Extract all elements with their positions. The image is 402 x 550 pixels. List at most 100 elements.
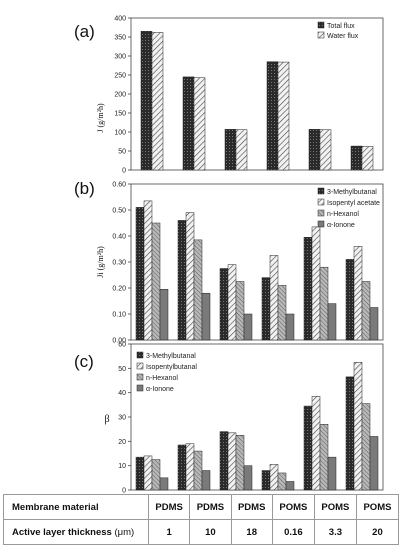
legend-label: Isopentylbutanal: [146, 364, 197, 371]
bar: [345, 259, 355, 341]
bar: [182, 76, 195, 171]
bar: [319, 266, 329, 341]
legend-swatch: [317, 187, 325, 195]
legend-swatch: [136, 373, 144, 381]
legend-label: 3-Methylbutanal: [327, 189, 377, 196]
bar: [177, 220, 187, 341]
ylabel-a: J (g/m²h): [96, 103, 105, 133]
table-row-material: Membrane material PDMS PDMS PDMS POMS PO…: [3, 494, 400, 520]
panel-label-c: (c): [74, 352, 94, 371]
y-tick-label: 250: [114, 73, 126, 80]
legend-swatch: [136, 362, 144, 370]
bar: [269, 464, 279, 491]
y-tick-label: 400: [114, 16, 126, 23]
chart-panel-b: 0.00 0.10 0.20 0.30 0.40 0.50 0.60 3-Methylbuta…: [112, 182, 384, 345]
legend-label: n-Hexanol: [146, 375, 178, 382]
bar: [266, 61, 279, 171]
bar: [193, 239, 203, 341]
bar: [235, 281, 245, 341]
legend-swatch: [317, 209, 325, 217]
thickness-cell: 20: [355, 519, 400, 545]
bar: [308, 129, 321, 171]
bar: [311, 226, 321, 341]
y-tick-label: 350: [114, 35, 126, 42]
y-tick-label: 60: [118, 342, 126, 349]
y-tick-label: 0.40: [112, 234, 126, 241]
legend-swatch: [136, 384, 144, 392]
bar: [277, 61, 290, 171]
bar: [201, 470, 211, 491]
y-tick-label: 40: [118, 390, 126, 397]
material-cell: POMS: [313, 494, 357, 520]
bar: [177, 444, 187, 491]
y-tick-label: 30: [118, 415, 126, 422]
legend-swatch: [136, 351, 144, 359]
bar: [285, 313, 295, 341]
thickness-cell: 10: [189, 519, 232, 545]
bar: [151, 459, 161, 491]
thickness-cell: 1: [147, 519, 191, 545]
y-tick-label: 300: [114, 54, 126, 61]
bar: [361, 146, 374, 171]
bar: [350, 145, 363, 171]
y-tick-label: 20: [118, 439, 126, 446]
bar: [327, 303, 337, 341]
bar: [327, 456, 337, 491]
bar: [353, 362, 363, 491]
membrane-table: Membrane material PDMS PDMS PDMS POMS PO…: [3, 494, 400, 545]
bar: [353, 246, 363, 341]
y-tick-label: 10: [118, 463, 126, 470]
material-cell: POMS: [271, 494, 315, 520]
panel-label-b: (b): [74, 179, 95, 198]
bar: [151, 222, 161, 341]
chart-panel-c: 0 10 20 30 40 50 60 3-Methylbutanal Isopentylbut…: [118, 342, 384, 495]
y-tick-label: 100: [114, 130, 126, 137]
bar: [369, 307, 379, 341]
bar: [243, 313, 253, 341]
bar: [345, 376, 355, 491]
bar: [303, 237, 313, 341]
bar: [159, 477, 169, 491]
table-row-thickness: Active layer thickness (μm) 1 10 18 0.16…: [3, 519, 400, 545]
legend-swatch: [317, 21, 325, 29]
y-tick-label: 50: [118, 366, 126, 373]
thickness-cell: 3.3: [313, 519, 357, 545]
bar: [369, 436, 379, 491]
bar: [193, 77, 206, 171]
bar: [185, 212, 195, 341]
bar: [151, 32, 164, 171]
bar: [285, 481, 295, 491]
legend-label: 3-Methylbutanal: [146, 353, 196, 360]
plot-frame: [130, 17, 384, 171]
plot-frame: [130, 183, 384, 341]
legend-label: α-Ionone: [327, 222, 355, 229]
bar: [319, 424, 329, 491]
y-tick-label: 0.50: [112, 208, 126, 215]
y-tick-label: 0.10: [112, 312, 126, 319]
bar: [135, 207, 145, 341]
bar: [219, 431, 229, 491]
legend-swatch: [317, 220, 325, 228]
y-tick-label: 50: [118, 149, 126, 156]
bar: [227, 432, 237, 491]
bar: [243, 465, 253, 491]
thickness-cell: 18: [230, 519, 273, 545]
bar: [361, 281, 371, 341]
bar: [159, 289, 169, 341]
bar: [261, 470, 271, 491]
bar: [235, 435, 245, 491]
thickness-cell: 0.16: [271, 519, 315, 545]
panel-label-a: (a): [74, 22, 95, 41]
y-tick-label: 200: [114, 92, 126, 99]
thickness-label-text: Active layer thickness: [12, 526, 112, 538]
bar: [193, 450, 203, 491]
bar: [303, 405, 313, 491]
legend-label: n-Hexanol: [327, 211, 359, 218]
bar: [143, 200, 153, 341]
y-tick-label: 0: [122, 488, 126, 495]
bar: [143, 455, 153, 491]
material-cell: POMS: [355, 494, 400, 520]
material-cell: PDMS: [147, 494, 191, 520]
y-tick-label: 0.20: [112, 286, 126, 293]
legend-swatch: [317, 198, 325, 206]
